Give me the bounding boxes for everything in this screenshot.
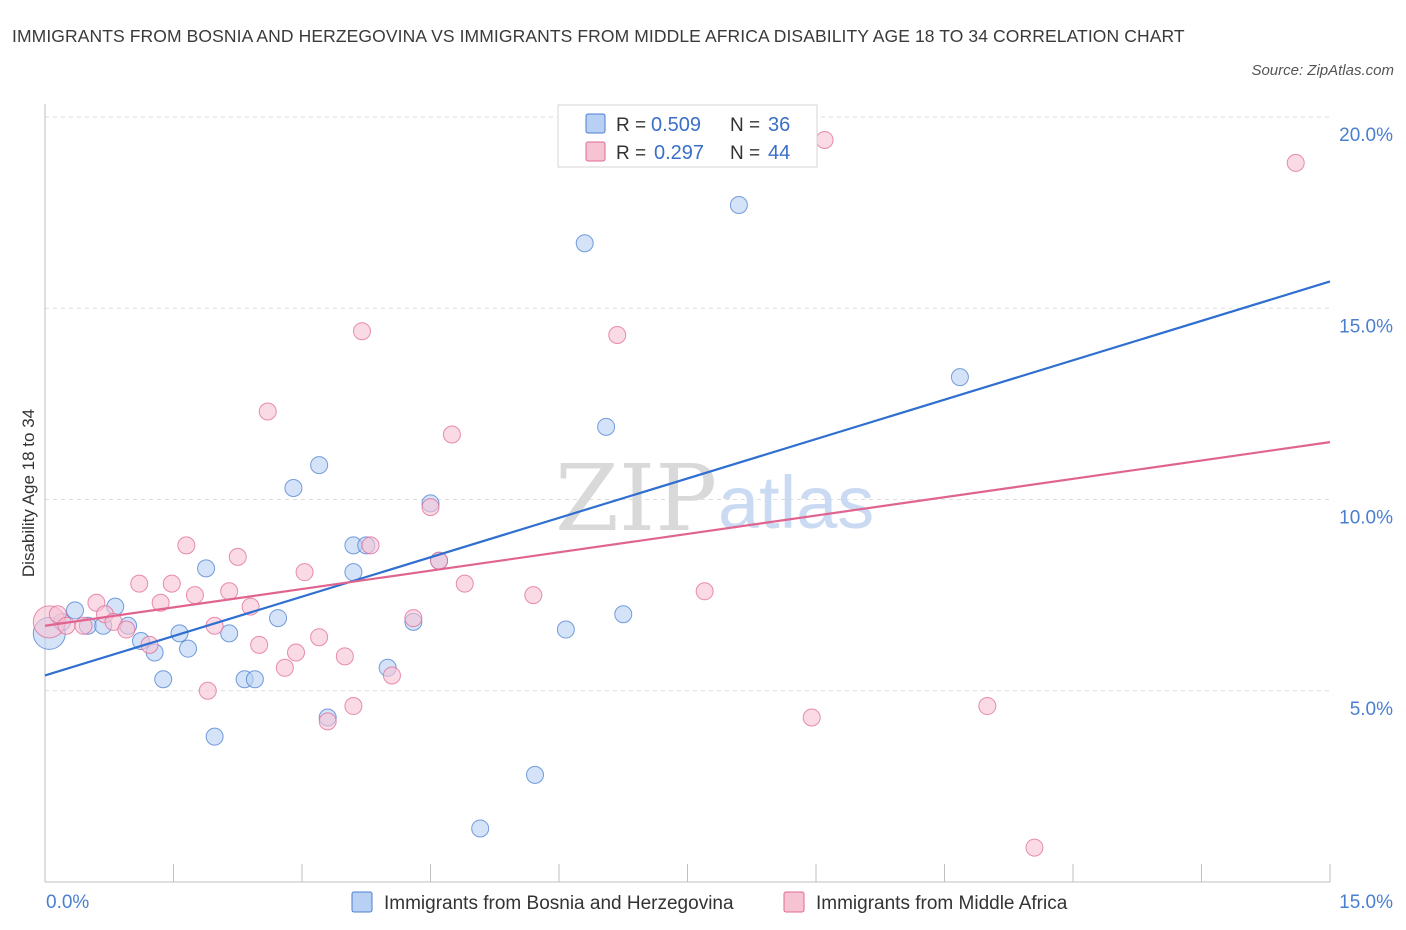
watermark-atlas: atlas (718, 461, 874, 544)
blue-point (597, 417, 616, 436)
chart-title: IMMIGRANTS FROM BOSNIA AND HERZEGOVINA V… (12, 26, 1185, 46)
pink-point (404, 609, 423, 628)
pink-point (177, 536, 196, 555)
y-axis-title: Disability Age 18 to 34 (19, 409, 38, 577)
pink-point (185, 586, 204, 605)
grid-lines (45, 116, 1330, 692)
legend-r-label-blue: R = (616, 115, 646, 136)
blue-point (154, 670, 173, 689)
blue-point (950, 368, 969, 387)
bottom-legend-label-blue: Immigrants from Bosnia and Herzegovina (384, 893, 734, 914)
blue-point (526, 765, 545, 784)
blue-point (245, 670, 264, 689)
blue-point (284, 479, 303, 498)
pink-point (524, 586, 543, 605)
pink-point (140, 635, 159, 654)
pink-point (1286, 153, 1305, 172)
pink-point (361, 536, 380, 555)
blue-point (197, 559, 216, 578)
blue-trend-line (44, 280, 1331, 677)
pink-point (802, 708, 821, 727)
blue-point (729, 195, 748, 214)
pink-point (815, 130, 834, 149)
pink-point (250, 635, 269, 654)
pink-point (198, 681, 217, 700)
blue-point (556, 620, 575, 639)
pink-point (117, 620, 136, 639)
pink-point (608, 326, 627, 345)
blue-point (179, 639, 198, 658)
trend-lines (44, 280, 1331, 677)
tick-labels: 5.0% 10.0% 15.0% 20.0% 0.0% 15.0% (46, 125, 1393, 913)
bottom-legend-label-pink: Immigrants from Middle Africa (816, 893, 1068, 914)
blue-point (220, 624, 239, 643)
pink-point (310, 628, 329, 647)
chart-source: Source: ZipAtlas.com (1251, 62, 1394, 79)
pink-point (57, 616, 76, 635)
pink-point (162, 574, 181, 593)
legend-swatch-blue (585, 113, 606, 134)
legend-n-label-pink: N = (730, 143, 760, 164)
blue-point (471, 819, 490, 838)
blue-point (65, 601, 84, 620)
y-tick-label: 10.0% (1339, 508, 1393, 529)
pink-point (130, 574, 149, 593)
pink-point (352, 322, 371, 341)
bottom-legend-swatch-pink (783, 891, 805, 913)
blue-point (575, 234, 594, 253)
legend-r-value-pink: 0.297 (654, 142, 704, 164)
y-tick-label: 15.0% (1339, 316, 1393, 337)
blue-point (205, 727, 224, 746)
pink-point (695, 582, 714, 601)
blue-point (269, 609, 288, 628)
watermark: ZIP atlas (555, 445, 874, 552)
legend-n-value-blue: 36 (768, 114, 790, 136)
blue-point (310, 456, 329, 475)
pink-point (1025, 838, 1044, 857)
pink-point (382, 666, 401, 685)
y-tick-label: 20.0% (1339, 125, 1393, 146)
legend: R = 0.509 N = 36 R = 0.297 N = 44 (557, 104, 818, 168)
pink-point (228, 547, 247, 566)
pink-point (455, 574, 474, 593)
pink-point (421, 498, 440, 517)
pink-point (344, 697, 363, 716)
legend-swatch-pink (585, 141, 606, 162)
y-tick-label: 5.0% (1350, 699, 1393, 720)
pink-point (287, 643, 306, 662)
pink-trend-line (44, 441, 1331, 627)
pink-point (295, 563, 314, 582)
legend-n-label-blue: N = (730, 115, 760, 136)
pink-point (442, 425, 461, 444)
bottom-legend: Immigrants from Bosnia and Herzegovina I… (351, 891, 1068, 914)
legend-r-value-blue: 0.509 (651, 114, 701, 136)
blue-point (614, 605, 633, 624)
pink-point (978, 697, 997, 716)
watermark-zip: ZIP (555, 445, 717, 552)
pink-point (275, 658, 294, 677)
pink-point (151, 593, 170, 612)
legend-n-value-pink: 44 (768, 142, 790, 164)
legend-r-label-pink: R = (616, 143, 646, 164)
pink-point (335, 647, 354, 666)
pink-point (318, 712, 337, 731)
pink-point (220, 582, 239, 601)
pink-point (258, 402, 277, 421)
axes (44, 104, 1331, 883)
x-tick-label: 15.0% (1339, 892, 1393, 913)
bottom-legend-swatch-blue (351, 891, 373, 913)
x-tick-label: 0.0% (46, 892, 89, 913)
